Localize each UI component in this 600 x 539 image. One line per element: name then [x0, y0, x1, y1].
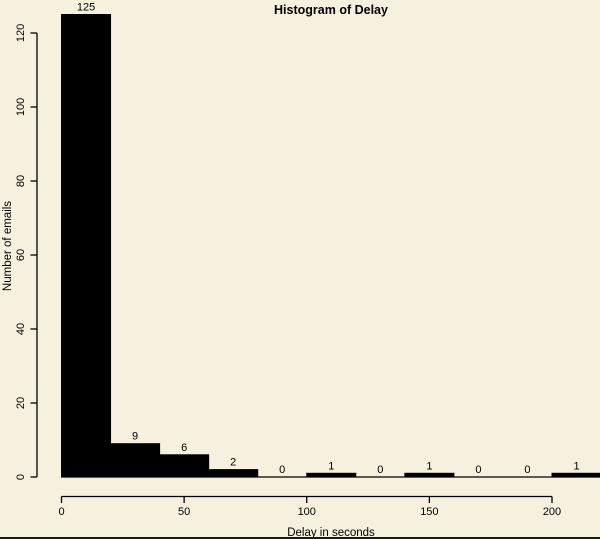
- bar-count-label: 0: [475, 464, 481, 476]
- y-axis-tick-label: 100: [15, 98, 27, 116]
- x-axis-tick-label: 100: [298, 506, 316, 518]
- histogram-bar: [208, 469, 259, 478]
- bar-count-label: 0: [524, 464, 530, 476]
- bars-group: [61, 14, 600, 478]
- bar-count-label: 0: [279, 464, 285, 476]
- bar-count-label: 1: [426, 460, 432, 472]
- bar-count-label: 6: [181, 442, 187, 454]
- y-axis-tick-label: 80: [15, 175, 27, 187]
- window-bottom-edge: [0, 537, 600, 539]
- x-axis-tick-label: 50: [178, 506, 190, 518]
- bar-count-label: 0: [377, 464, 383, 476]
- histogram-bar: [61, 14, 112, 478]
- bar-count-label: 2: [230, 457, 236, 469]
- bar-count-label: 1: [573, 460, 579, 472]
- bar-count-label: 1: [328, 460, 334, 472]
- x-axis: 0 50 100 150 200: [58, 495, 561, 518]
- bar-labels-group: 125 9 6 2 0 1 0 1 0 0 1: [77, 2, 580, 477]
- x-axis-tick-label: 200: [543, 506, 561, 518]
- bar-count-label: 9: [132, 431, 138, 443]
- y-axis-label: Number of emails: [2, 201, 14, 291]
- y-axis-tick-label: 60: [15, 249, 27, 261]
- y-axis-tick-label: 20: [15, 397, 27, 409]
- histogram-bar: [159, 454, 210, 478]
- y-axis-tick-label: 0: [15, 474, 27, 480]
- bar-count-label: 125: [77, 2, 95, 14]
- y-axis-tick-label: 40: [15, 323, 27, 335]
- histogram-bar: [110, 443, 161, 478]
- x-axis-tick-label: 0: [58, 506, 64, 518]
- chart-title: Histogram of Delay: [274, 3, 388, 17]
- y-axis: 0 20 40 60 80 100 120: [15, 24, 38, 480]
- x-axis-label: Delay in seconds: [287, 527, 375, 539]
- x-axis-tick-label: 150: [420, 506, 438, 518]
- y-axis-tick-label: 120: [15, 24, 27, 42]
